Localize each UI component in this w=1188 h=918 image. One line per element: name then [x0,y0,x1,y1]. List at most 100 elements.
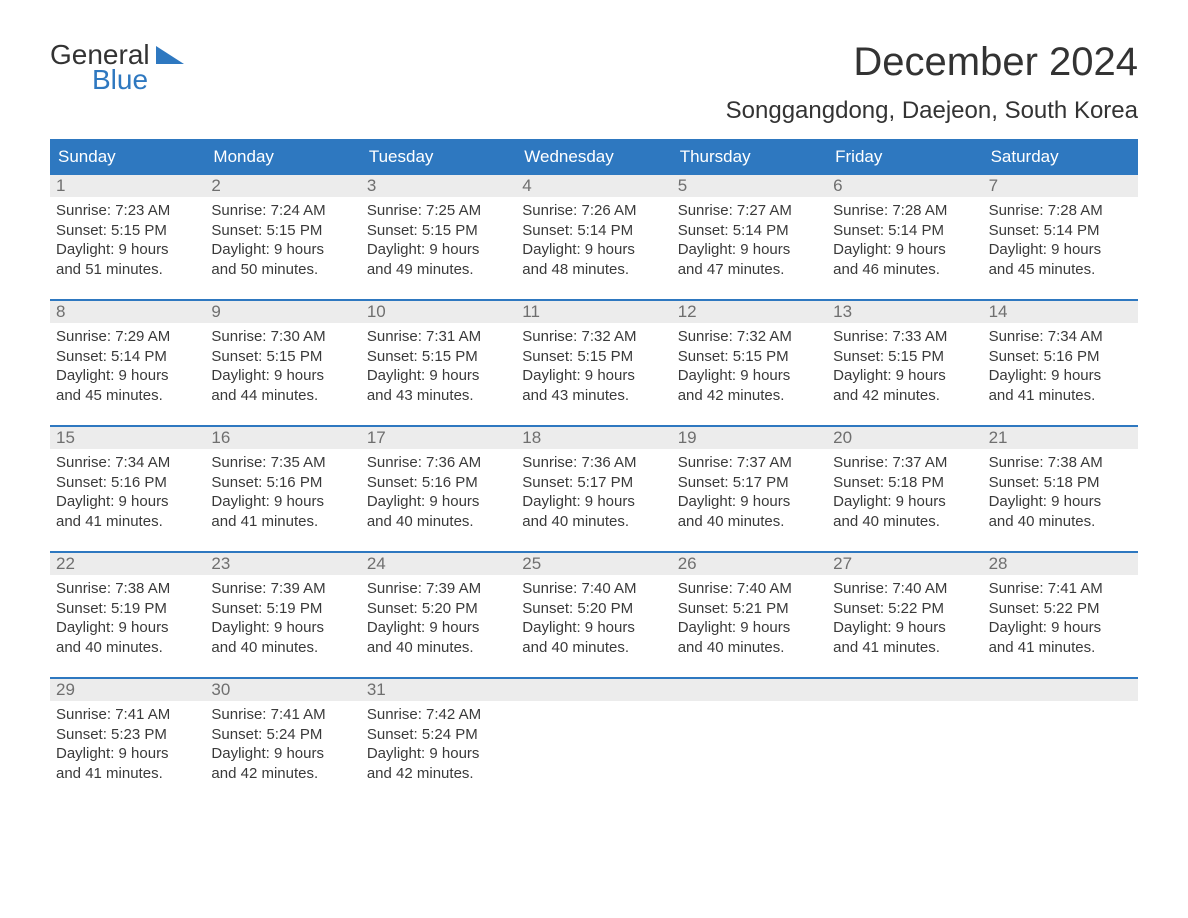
day-cell: Sunrise: 7:28 AMSunset: 5:14 PMDaylight:… [983,197,1138,299]
day-day2: and 50 minutes. [211,260,354,280]
daynum-row: 891011121314 [50,301,1138,323]
day-day1: Daylight: 9 hours [211,744,354,764]
day-day1: Daylight: 9 hours [367,744,510,764]
daynum-row: 1234567 [50,175,1138,197]
day-sunrise: Sunrise: 7:33 AM [833,327,976,347]
day-sunrise: Sunrise: 7:40 AM [833,579,976,599]
day-day1: Daylight: 9 hours [367,618,510,638]
location-subtitle: Songgangdong, Daejeon, South Korea [726,97,1138,125]
day-day2: and 40 minutes. [367,512,510,532]
day-cell: Sunrise: 7:39 AMSunset: 5:19 PMDaylight:… [205,575,360,677]
weekday-header: Sunday [50,141,205,173]
day-number: 1 [50,175,205,197]
day-cell: Sunrise: 7:38 AMSunset: 5:18 PMDaylight:… [983,449,1138,551]
day-day2: and 51 minutes. [56,260,199,280]
day-sunset: Sunset: 5:18 PM [989,473,1132,493]
day-sunset: Sunset: 5:19 PM [211,599,354,619]
day-day2: and 48 minutes. [522,260,665,280]
day-sunrise: Sunrise: 7:40 AM [678,579,821,599]
day-sunset: Sunset: 5:18 PM [833,473,976,493]
day-cell: Sunrise: 7:36 AMSunset: 5:17 PMDaylight:… [516,449,671,551]
logo-flag-icon [156,46,184,64]
day-cell [827,701,982,803]
day-number: 11 [516,301,671,323]
day-sunset: Sunset: 5:16 PM [989,347,1132,367]
day-number: 6 [827,175,982,197]
weekday-header: Tuesday [361,141,516,173]
day-day1: Daylight: 9 hours [211,492,354,512]
day-sunset: Sunset: 5:24 PM [367,725,510,745]
day-cell: Sunrise: 7:37 AMSunset: 5:17 PMDaylight:… [672,449,827,551]
day-sunset: Sunset: 5:16 PM [211,473,354,493]
day-sunrise: Sunrise: 7:34 AM [989,327,1132,347]
day-day1: Daylight: 9 hours [989,492,1132,512]
day-day1: Daylight: 9 hours [56,240,199,260]
weekday-header-row: Sunday Monday Tuesday Wednesday Thursday… [50,141,1138,173]
day-cell: Sunrise: 7:23 AMSunset: 5:15 PMDaylight:… [50,197,205,299]
day-number: 28 [983,553,1138,575]
day-number: 5 [672,175,827,197]
day-sunrise: Sunrise: 7:28 AM [833,201,976,221]
day-day1: Daylight: 9 hours [833,492,976,512]
day-number: 22 [50,553,205,575]
logo: General Blue [50,40,184,95]
day-number: 14 [983,301,1138,323]
day-sunset: Sunset: 5:15 PM [211,347,354,367]
day-number: 19 [672,427,827,449]
day-sunset: Sunset: 5:22 PM [833,599,976,619]
day-day1: Daylight: 9 hours [678,366,821,386]
day-day1: Daylight: 9 hours [522,240,665,260]
weekday-header: Monday [205,141,360,173]
day-sunrise: Sunrise: 7:38 AM [56,579,199,599]
day-number [672,679,827,701]
day-number: 10 [361,301,516,323]
day-sunrise: Sunrise: 7:28 AM [989,201,1132,221]
daynum-row: 15161718192021 [50,427,1138,449]
day-cell: Sunrise: 7:32 AMSunset: 5:15 PMDaylight:… [672,323,827,425]
day-cell: Sunrise: 7:29 AMSunset: 5:14 PMDaylight:… [50,323,205,425]
page-title: December 2024 [726,40,1138,85]
day-sunset: Sunset: 5:16 PM [367,473,510,493]
day-sunrise: Sunrise: 7:42 AM [367,705,510,725]
day-number: 24 [361,553,516,575]
day-day2: and 49 minutes. [367,260,510,280]
calendar-week: 22232425262728 Sunrise: 7:38 AM Sunset: 5:… [50,551,1138,677]
calendar: Sunday Monday Tuesday Wednesday Thursday… [50,139,1138,803]
day-number: 17 [361,427,516,449]
day-sunrise: Sunrise: 7:29 AM [56,327,199,347]
day-day2: and 40 minutes. [678,512,821,532]
day-day1: Daylight: 9 hours [211,240,354,260]
day-cell: Sunrise: 7:25 AMSunset: 5:15 PMDaylight:… [361,197,516,299]
day-number: 20 [827,427,982,449]
day-sunset: Sunset: 5:15 PM [211,221,354,241]
day-sunrise: Sunrise: 7:32 AM [522,327,665,347]
day-sunset: Sunset: 5:14 PM [56,347,199,367]
day-number: 2 [205,175,360,197]
day-day2: and 44 minutes. [211,386,354,406]
day-cell: Sunrise: 7:40 AMSunset: 5:21 PMDaylight:… [672,575,827,677]
daynum-row: 22232425262728 [50,553,1138,575]
day-number: 4 [516,175,671,197]
day-number: 31 [361,679,516,701]
day-sunrise: Sunrise: 7:39 AM [367,579,510,599]
day-day1: Daylight: 9 hours [522,618,665,638]
day-sunset: Sunset: 5:16 PM [56,473,199,493]
day-day1: Daylight: 9 hours [211,366,354,386]
day-cell: Sunrise: 7:34 AMSunset: 5:16 PMDaylight:… [50,449,205,551]
day-number: 13 [827,301,982,323]
title-block: December 2024 Songgangdong, Daejeon, Sou… [726,40,1138,125]
day-day2: and 41 minutes. [56,512,199,532]
day-number: 27 [827,553,982,575]
day-day2: and 46 minutes. [833,260,976,280]
day-sunset: Sunset: 5:17 PM [522,473,665,493]
day-cell [516,701,671,803]
day-sunrise: Sunrise: 7:34 AM [56,453,199,473]
day-sunrise: Sunrise: 7:41 AM [56,705,199,725]
day-cell: Sunrise: 7:39 AMSunset: 5:20 PMDaylight:… [361,575,516,677]
day-day2: and 41 minutes. [833,638,976,658]
day-sunrise: Sunrise: 7:23 AM [56,201,199,221]
day-day2: and 42 minutes. [367,764,510,784]
day-day2: and 45 minutes. [989,260,1132,280]
day-day2: and 40 minutes. [56,638,199,658]
day-day1: Daylight: 9 hours [211,618,354,638]
